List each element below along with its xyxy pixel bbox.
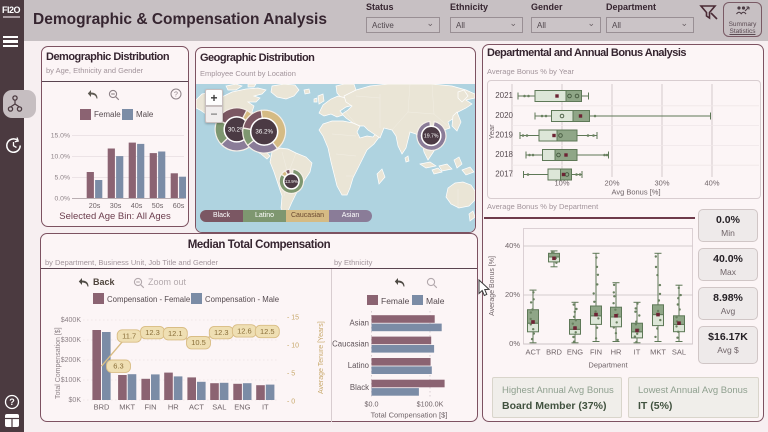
svg-text:2019: 2019 [495, 131, 513, 140]
svg-text:12.3: 12.3 [145, 328, 160, 337]
svg-text:36.2%: 36.2% [255, 129, 273, 136]
svg-text:$400K: $400K [61, 317, 82, 324]
svg-text:- 0: - 0 [287, 398, 295, 405]
svg-text:50s: 50s [152, 201, 164, 210]
svg-text:2021: 2021 [495, 91, 513, 100]
svg-text:ENG: ENG [234, 403, 250, 412]
svg-text:Department: Department [588, 361, 628, 370]
svg-text:2017: 2017 [495, 170, 513, 179]
svg-text:12.1: 12.1 [168, 329, 183, 338]
svg-text:20s: 20s [89, 201, 101, 210]
svg-text:$100.0K: $100.0K [417, 400, 444, 409]
svg-text:BRD: BRD [546, 348, 562, 357]
svg-text:$0.0: $0.0 [365, 400, 379, 409]
svg-text:Total Compensation [$]: Total Compensation [$] [371, 411, 448, 420]
svg-text:SAL: SAL [212, 403, 226, 412]
svg-text:BRD: BRD [94, 403, 110, 412]
svg-text:20%: 20% [604, 179, 619, 188]
svg-text:10%: 10% [554, 179, 569, 188]
svg-text:ACT: ACT [526, 348, 541, 357]
svg-text:10.5: 10.5 [191, 338, 206, 347]
svg-text:20%: 20% [505, 290, 520, 299]
svg-text:40s: 40s [131, 201, 143, 210]
svg-text:?: ? [174, 91, 178, 98]
svg-text:IT: IT [634, 348, 641, 357]
svg-text:- 5: - 5 [287, 370, 295, 377]
svg-text:SAL: SAL [672, 348, 686, 357]
svg-text:2018: 2018 [495, 150, 513, 159]
svg-text:12.3: 12.3 [214, 328, 229, 337]
svg-text:0.0%: 0.0% [55, 195, 71, 202]
svg-text:- 15: - 15 [287, 314, 299, 321]
svg-text:FIN: FIN [590, 348, 602, 357]
svg-text:Black: Black [350, 383, 369, 392]
svg-text:MKT: MKT [650, 348, 666, 357]
svg-text:ACT: ACT [189, 403, 204, 412]
svg-text:40%: 40% [704, 179, 719, 188]
svg-text:Year: Year [488, 124, 496, 140]
svg-text:- 10: - 10 [287, 342, 299, 349]
svg-text:15.0%: 15.0% [51, 132, 70, 139]
svg-text:$100K: $100K [61, 377, 82, 384]
svg-text:Latino: Latino [348, 361, 370, 370]
svg-text:60s: 60s [173, 201, 185, 210]
svg-text:12.5: 12.5 [260, 327, 275, 336]
svg-text:IT: IT [262, 403, 269, 412]
svg-text:40%: 40% [505, 241, 520, 250]
svg-text:$200K: $200K [61, 357, 82, 364]
svg-text:19.7%: 19.7% [424, 134, 439, 140]
svg-text:6.3: 6.3 [113, 362, 123, 371]
svg-text:11.7: 11.7 [122, 331, 136, 340]
svg-text:HR: HR [611, 348, 622, 357]
svg-text:10.0%: 10.0% [51, 153, 70, 160]
svg-text:30s: 30s [110, 201, 122, 210]
svg-text:12.6: 12.6 [237, 326, 252, 335]
svg-text:0%: 0% [509, 339, 520, 348]
svg-text:2020: 2020 [495, 111, 513, 120]
svg-text:Asian: Asian [349, 318, 369, 327]
svg-text:$300K: $300K [61, 337, 82, 344]
svg-text:Avg Bonus [%]: Avg Bonus [%] [611, 188, 660, 197]
svg-text:Caucasian: Caucasian [332, 340, 369, 349]
svg-text:30.2%: 30.2% [228, 127, 246, 134]
svg-text:FIN: FIN [144, 403, 156, 412]
svg-text:13.9%: 13.9% [285, 179, 298, 184]
svg-text:5.0%: 5.0% [55, 174, 71, 181]
svg-text:Average Bonus [%]: Average Bonus [%] [489, 256, 496, 316]
svg-text:MKT: MKT [119, 403, 135, 412]
svg-text:?: ? [9, 397, 15, 407]
svg-text:ENG: ENG [567, 348, 583, 357]
svg-text:HR: HR [168, 403, 179, 412]
svg-text:30%: 30% [654, 179, 669, 188]
svg-text:$0K: $0K [69, 397, 82, 404]
